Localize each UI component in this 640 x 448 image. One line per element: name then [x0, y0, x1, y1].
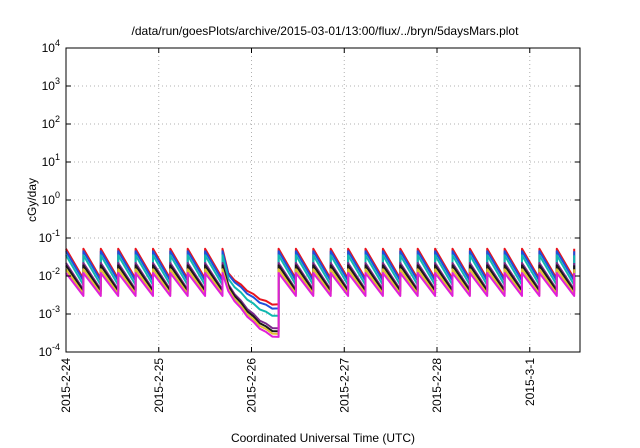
grid — [66, 48, 580, 352]
y-tick-label: 10-4 — [39, 342, 60, 359]
series-line — [65, 272, 576, 338]
y-tick-label: 100 — [42, 190, 60, 207]
y-tick-label: 10-3 — [39, 304, 60, 321]
y-tick-label: 104 — [42, 38, 60, 55]
x-axis-label: Coordinated Universal Time (UTC) — [231, 431, 415, 445]
y-axis-ticks: 10-4 10-3 10-2 10-1 100 101 102 103 104 — [39, 38, 580, 359]
series-layer — [65, 247, 576, 338]
y-tick-label: 101 — [42, 152, 60, 169]
y-tick-label: 102 — [42, 114, 60, 131]
x-tick-label: 2015-2-26 — [245, 358, 259, 413]
x-tick-label: 2015-2-24 — [59, 358, 73, 413]
x-axis-ticks: 2015-2-24 2015-2-25 2015-2-26 2015-2-27 2015… — [59, 48, 537, 413]
y-axis-label: cGy/day — [25, 178, 39, 222]
x-tick-label: 2015-2-25 — [152, 358, 166, 413]
x-tick-label: 2015-2-27 — [337, 358, 351, 413]
y-tick-label: 103 — [42, 76, 60, 93]
y-tick-label: 10-1 — [39, 228, 60, 245]
x-tick-label: 2015-3-1 — [523, 358, 537, 406]
chart-title: /data/run/goesPlots/archive/2015-03-01/1… — [132, 24, 520, 38]
y-tick-label: 10-2 — [39, 266, 60, 283]
x-tick-label: 2015-2-28 — [430, 358, 444, 413]
